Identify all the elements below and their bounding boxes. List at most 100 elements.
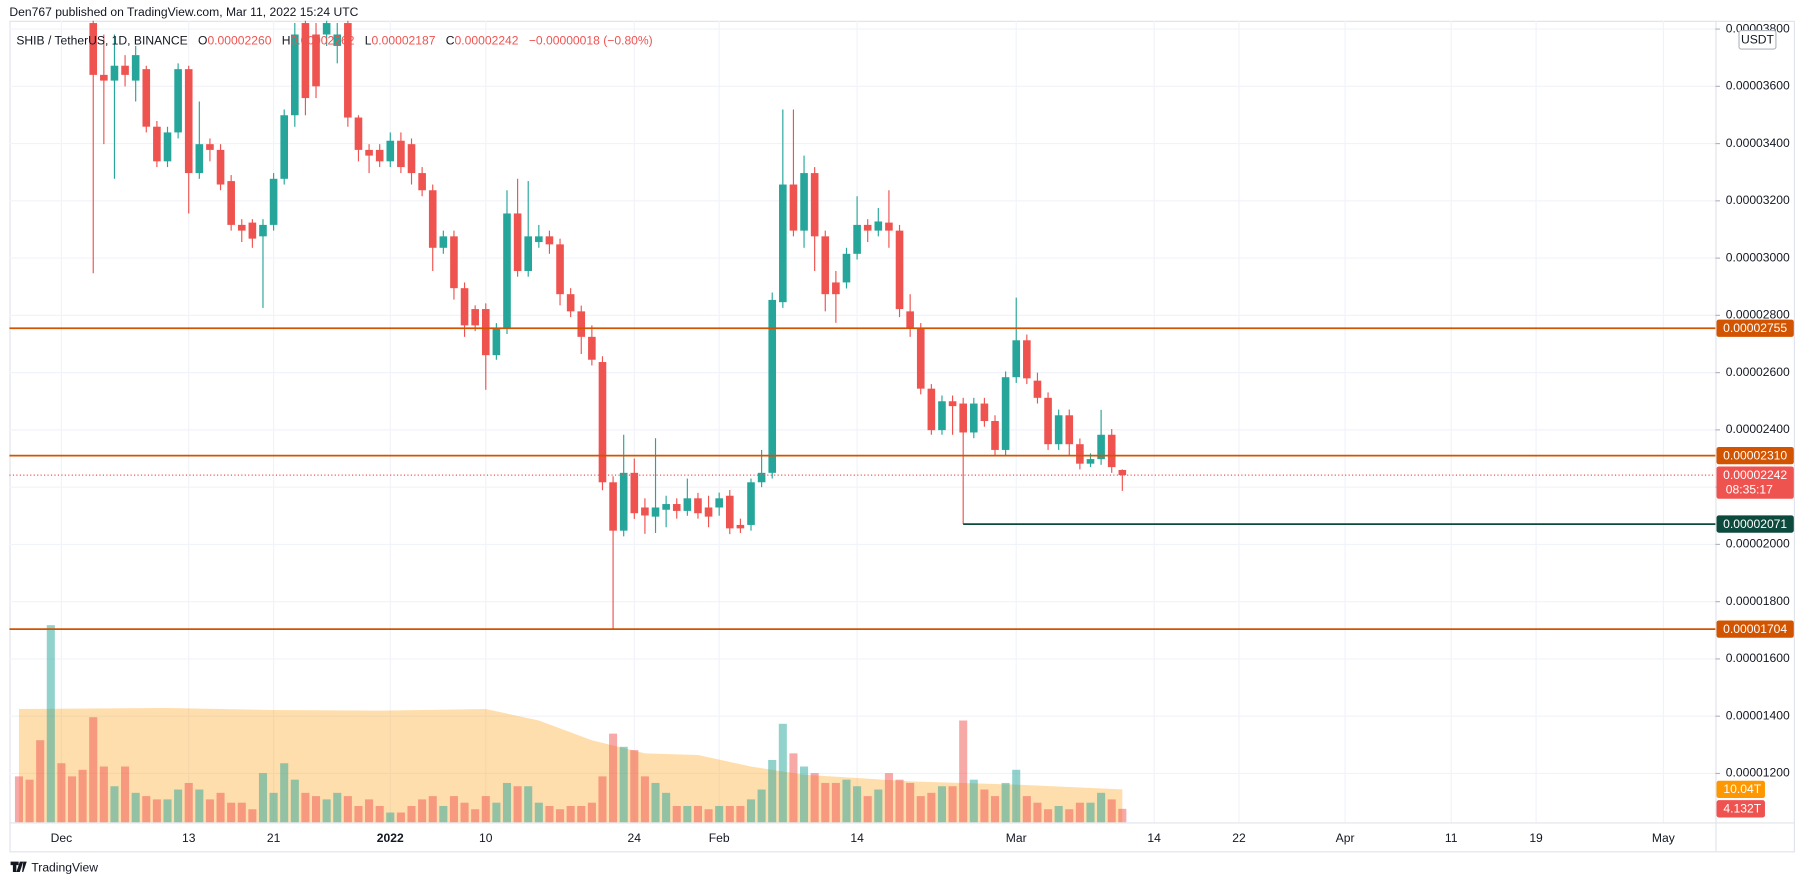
candle-body bbox=[566, 294, 575, 312]
candle-body bbox=[1086, 459, 1095, 464]
volume-bar bbox=[757, 789, 766, 823]
candle-body bbox=[757, 472, 766, 483]
volume-bar bbox=[163, 799, 172, 823]
candle-body bbox=[216, 149, 225, 185]
countdown: 08:35:17 bbox=[1726, 482, 1773, 496]
candle-body bbox=[291, 34, 299, 116]
volume-bar bbox=[1022, 796, 1031, 823]
level-label-box bbox=[1716, 447, 1794, 465]
level-label: 0.00001704 bbox=[1723, 622, 1787, 636]
x-tick-label: 19 bbox=[1529, 831, 1543, 845]
volume-bar bbox=[556, 809, 565, 823]
volume-bar bbox=[1001, 782, 1010, 823]
volume-bar bbox=[736, 805, 745, 823]
candle-body bbox=[747, 482, 755, 525]
volume-bar bbox=[1086, 802, 1095, 823]
volume-bar bbox=[1075, 802, 1084, 823]
candle-body bbox=[153, 126, 161, 162]
candle-body bbox=[641, 507, 649, 516]
volume-bar bbox=[704, 809, 713, 823]
volume-bar bbox=[927, 792, 936, 823]
volume-bar bbox=[216, 792, 225, 823]
x-tick-label: 13 bbox=[182, 831, 196, 845]
candle-body bbox=[588, 336, 596, 360]
plot-area bbox=[14, 20, 1127, 823]
candle-body bbox=[418, 173, 426, 191]
candle-body bbox=[906, 311, 914, 329]
volume-bar bbox=[131, 792, 140, 823]
volume-bar bbox=[1065, 809, 1074, 823]
volume-bar bbox=[311, 796, 321, 823]
volume-bar bbox=[990, 796, 1000, 823]
publisher: Den767 published on TradingView.com, Mar… bbox=[9, 5, 358, 19]
volume-bar bbox=[969, 779, 978, 823]
x-tick-label: 22 bbox=[1232, 831, 1246, 845]
candle-body bbox=[842, 253, 851, 283]
legend-label: O bbox=[198, 34, 207, 48]
y-tick-label: 0.00003000 bbox=[1726, 250, 1790, 264]
candle-body bbox=[789, 184, 798, 231]
candle-body bbox=[184, 69, 193, 174]
x-tick-label: 14 bbox=[850, 831, 864, 845]
candle-body bbox=[1044, 397, 1052, 445]
volume-bar bbox=[78, 769, 87, 823]
volume-bar bbox=[110, 786, 119, 823]
volume-bar bbox=[89, 717, 98, 823]
legend-label: C bbox=[446, 34, 455, 48]
candle-body bbox=[439, 236, 448, 248]
volume-bar bbox=[831, 782, 840, 823]
volume-bar bbox=[174, 789, 183, 823]
y-tick-label: 0.00001200 bbox=[1726, 766, 1790, 780]
volume-label: 10.04T bbox=[1723, 782, 1761, 796]
level-label-box bbox=[1716, 319, 1794, 337]
candle-body bbox=[556, 244, 564, 295]
volume-label-box bbox=[1716, 780, 1765, 799]
x-tick-label: 2022 bbox=[377, 831, 404, 845]
candle-body bbox=[736, 524, 745, 529]
volume-bar bbox=[46, 625, 55, 823]
volume-bar bbox=[428, 796, 437, 823]
legend-value: 0.00002260 bbox=[207, 34, 271, 48]
candle-body bbox=[874, 221, 883, 231]
volume-bar bbox=[1012, 769, 1021, 823]
candle-body bbox=[810, 173, 819, 237]
volume-bar bbox=[609, 733, 618, 823]
candle-body bbox=[1001, 377, 1010, 450]
volume-bar bbox=[874, 789, 883, 823]
legend-symbol: SHIB / TetherUS, 1D, BINANCE bbox=[16, 34, 187, 48]
volume-bar bbox=[205, 799, 214, 823]
volume-bar bbox=[906, 782, 915, 823]
volume-bar bbox=[980, 789, 989, 823]
candle-body bbox=[471, 309, 479, 326]
candle-body bbox=[651, 507, 660, 517]
candle-body bbox=[885, 222, 893, 231]
x-tick-label: 24 bbox=[628, 831, 642, 845]
candle-body bbox=[354, 117, 363, 150]
volume-bar bbox=[683, 805, 692, 823]
volume-bar bbox=[142, 796, 151, 823]
candle-body bbox=[609, 482, 617, 531]
candle-body bbox=[577, 311, 586, 337]
candle-body bbox=[227, 181, 235, 225]
y-tick-label: 0.00001800 bbox=[1726, 594, 1790, 608]
level-label-box bbox=[1716, 515, 1794, 533]
volume-bar bbox=[99, 766, 108, 823]
volume-bar bbox=[842, 779, 851, 823]
brand-logo bbox=[10, 861, 27, 873]
last-price-label: 0.00002242 bbox=[1723, 468, 1787, 482]
candle-body bbox=[1012, 340, 1021, 378]
currency: USDT bbox=[1741, 33, 1775, 47]
candle-body bbox=[481, 309, 490, 356]
volume-bar bbox=[1107, 799, 1116, 823]
volume-bar bbox=[184, 782, 193, 823]
candle-body bbox=[969, 403, 978, 433]
volume-bar bbox=[800, 766, 809, 823]
candle-body bbox=[460, 288, 469, 326]
candle-body bbox=[312, 34, 320, 87]
candle-body bbox=[725, 495, 734, 529]
legend-value: 0.00002262 bbox=[290, 34, 354, 48]
volume-bar bbox=[534, 802, 543, 823]
volume-bar bbox=[895, 779, 904, 823]
